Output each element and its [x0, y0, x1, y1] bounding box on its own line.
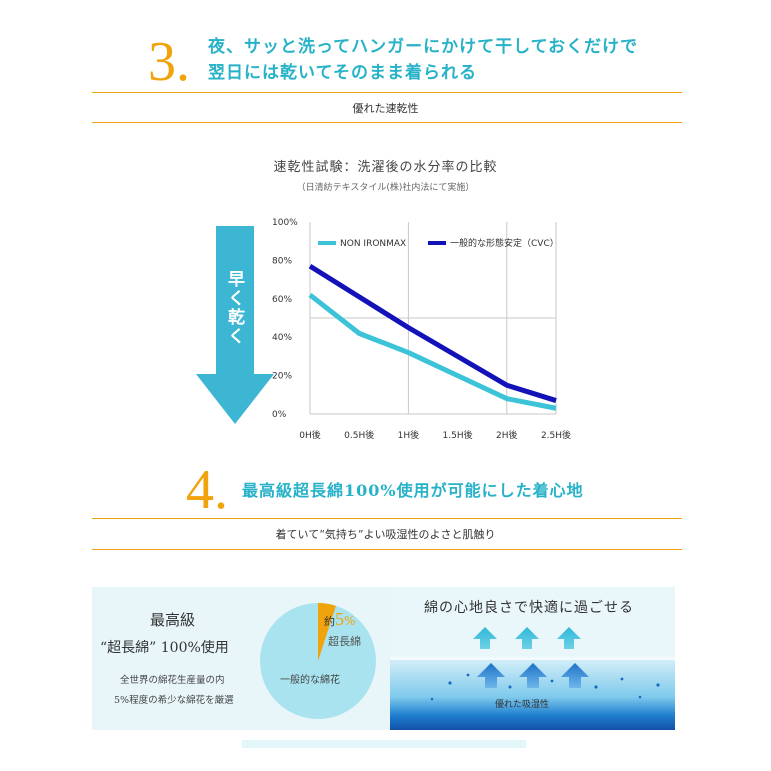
- x-tick-label: 1H後: [398, 429, 420, 441]
- y-tick-label: 40%: [272, 333, 292, 343]
- pie-slice-long-staple-cotton: [318, 603, 336, 661]
- section4-title: 最高級超長綿100%使用が可能にした着心地: [242, 481, 584, 500]
- section3-divider-top: [92, 92, 682, 93]
- y-tick-label: 60%: [272, 295, 292, 305]
- section3-divider-bottom: [92, 122, 682, 123]
- x-tick-label: 2H後: [496, 429, 518, 441]
- panel-text-line2: 5%程度の希少な綿花を厳選: [114, 695, 234, 706]
- chart-title: 速乾性試験：洗濯後の水分率の比較: [273, 160, 498, 175]
- panel-text-line1: 全世界の綿花生産量の内: [120, 675, 225, 686]
- moisture-dots: [430, 673, 660, 701]
- cotton-share-pie: [260, 603, 376, 719]
- down-arrow-icon: [196, 226, 274, 424]
- series-line-1: [308, 292, 557, 411]
- x-tick-label: 1.5H後: [443, 429, 473, 441]
- comfort-title: 綿の心地良さで快適に過ごせる: [424, 600, 634, 616]
- pie-highlight-unit: %: [344, 614, 356, 628]
- pie-highlight-label: 超長綿: [328, 635, 361, 648]
- panel-title-line2: “超長綿” 100%使用: [100, 640, 229, 656]
- chart-lines: [308, 264, 557, 411]
- arrow-label: 早く乾く: [224, 270, 244, 346]
- section3-number: 3.: [148, 31, 190, 93]
- section3-subtitle: 優れた速乾性: [352, 102, 419, 115]
- x-axis-ticks: 0H後 0.5H後 1H後 1.5H後 2H後 2.5H後: [299, 429, 571, 441]
- section4-divider-top: [92, 518, 682, 519]
- x-tick-label: 0.5H後: [344, 429, 374, 441]
- up-arrow-icon: [477, 663, 589, 688]
- section4-subtitle: 着ていて“気持ち”よい吸湿性のよさと肌触り: [275, 528, 496, 541]
- section3-title-line2: 翌日には乾いてそのまま着られる: [208, 63, 477, 83]
- x-tick-label: 2.5H後: [541, 429, 571, 441]
- premium-cotton-panel: 最高級 “超長綿” 100%使用 全世界の綿花生産量の内 5%程度の希少な綿花を…: [92, 587, 390, 730]
- bottom-strip: [242, 740, 526, 748]
- y-tick-label: 0%: [272, 410, 287, 420]
- chart-note: （日清紡テキスタイル(株)社内法にて実施）: [296, 183, 475, 193]
- legend-label: 一般的な形態安定（CVC）: [450, 237, 559, 249]
- section3-title-line1: 夜、サッと洗ってハンガーにかけて干しておくだけで: [208, 37, 639, 57]
- pie-highlight-prefix: 約: [324, 615, 335, 628]
- up-arrow-icon: [473, 627, 581, 649]
- y-tick-label: 20%: [272, 372, 292, 382]
- legend-label: NON IRONMAX: [340, 239, 406, 249]
- pie-highlight-value: 約5%: [324, 609, 355, 630]
- x-tick-label: 0H後: [299, 429, 321, 441]
- pie-rest-label: 一般的な綿花: [280, 675, 340, 686]
- comfort-bottom-label: 優れた吸湿性: [495, 700, 550, 710]
- section4-number: 4.: [186, 459, 228, 521]
- comfort-panel: 綿の心地良さで快適に過ごせる: [390, 587, 675, 730]
- pie-highlight-number: 5: [335, 609, 344, 629]
- series-line-2: [308, 264, 557, 403]
- chart-legend: NON IRONMAX 一般的な形態安定（CVC）: [318, 237, 559, 249]
- chart-grid: [309, 222, 557, 415]
- line-chart: 100% 80% 60% 40% 20% 0% 0H後 0.5H後 1H後 1.5H後 2H後 2.…: [272, 218, 571, 441]
- panel-title-line1: 最高級: [150, 611, 196, 629]
- section4-divider-bottom: [92, 549, 682, 550]
- y-tick-label: 100%: [272, 218, 298, 228]
- y-tick-label: 80%: [272, 256, 292, 266]
- moisture-illustration: [390, 627, 675, 730]
- y-axis-ticks: 100% 80% 60% 40% 20% 0%: [272, 218, 298, 420]
